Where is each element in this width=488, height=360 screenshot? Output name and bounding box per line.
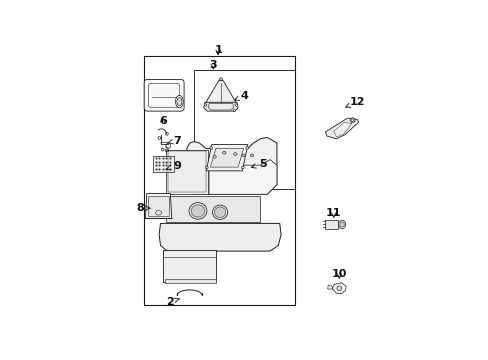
Ellipse shape bbox=[212, 156, 216, 158]
Bar bbox=[168, 151, 205, 192]
Ellipse shape bbox=[233, 153, 237, 156]
Ellipse shape bbox=[214, 207, 225, 217]
Ellipse shape bbox=[241, 166, 244, 169]
Text: 1: 1 bbox=[214, 45, 222, 55]
Ellipse shape bbox=[339, 222, 344, 227]
Ellipse shape bbox=[212, 205, 227, 220]
Text: 4: 4 bbox=[234, 91, 248, 101]
Ellipse shape bbox=[336, 286, 341, 291]
Polygon shape bbox=[332, 283, 346, 294]
Ellipse shape bbox=[222, 151, 225, 154]
Text: 11: 11 bbox=[325, 208, 341, 218]
Bar bbox=[166, 150, 207, 194]
Polygon shape bbox=[327, 285, 332, 289]
Polygon shape bbox=[203, 102, 238, 111]
Polygon shape bbox=[159, 223, 281, 251]
Polygon shape bbox=[186, 138, 276, 194]
Text: 2: 2 bbox=[166, 297, 179, 307]
Bar bbox=[148, 196, 169, 216]
Polygon shape bbox=[325, 118, 358, 139]
Ellipse shape bbox=[350, 119, 353, 122]
Text: 3: 3 bbox=[209, 60, 217, 70]
Ellipse shape bbox=[233, 109, 235, 112]
Ellipse shape bbox=[349, 118, 354, 123]
Ellipse shape bbox=[205, 166, 208, 169]
Ellipse shape bbox=[250, 154, 253, 157]
Polygon shape bbox=[208, 159, 276, 194]
Text: 9: 9 bbox=[166, 161, 181, 171]
Ellipse shape bbox=[175, 95, 183, 108]
Ellipse shape bbox=[204, 104, 206, 106]
Text: 7: 7 bbox=[167, 136, 181, 146]
Polygon shape bbox=[206, 144, 247, 171]
Ellipse shape bbox=[191, 205, 204, 217]
Polygon shape bbox=[145, 193, 171, 219]
Polygon shape bbox=[163, 250, 216, 282]
FancyBboxPatch shape bbox=[144, 80, 183, 111]
Ellipse shape bbox=[188, 203, 206, 219]
Ellipse shape bbox=[338, 220, 345, 229]
Text: 6: 6 bbox=[159, 116, 166, 126]
Bar bbox=[325, 220, 337, 229]
Ellipse shape bbox=[245, 147, 248, 149]
Bar bbox=[153, 156, 173, 172]
Bar bbox=[143, 56, 294, 305]
Ellipse shape bbox=[234, 104, 237, 106]
Polygon shape bbox=[210, 148, 243, 167]
Bar bbox=[193, 69, 294, 189]
Ellipse shape bbox=[219, 78, 222, 81]
Ellipse shape bbox=[177, 98, 182, 106]
Bar bbox=[164, 279, 216, 283]
Text: 5: 5 bbox=[251, 159, 266, 169]
Ellipse shape bbox=[209, 147, 212, 149]
Ellipse shape bbox=[242, 154, 245, 157]
Text: 8: 8 bbox=[136, 203, 150, 213]
Polygon shape bbox=[205, 81, 236, 103]
Text: 12: 12 bbox=[345, 97, 365, 107]
Text: 10: 10 bbox=[331, 269, 346, 279]
Bar bbox=[166, 196, 260, 222]
